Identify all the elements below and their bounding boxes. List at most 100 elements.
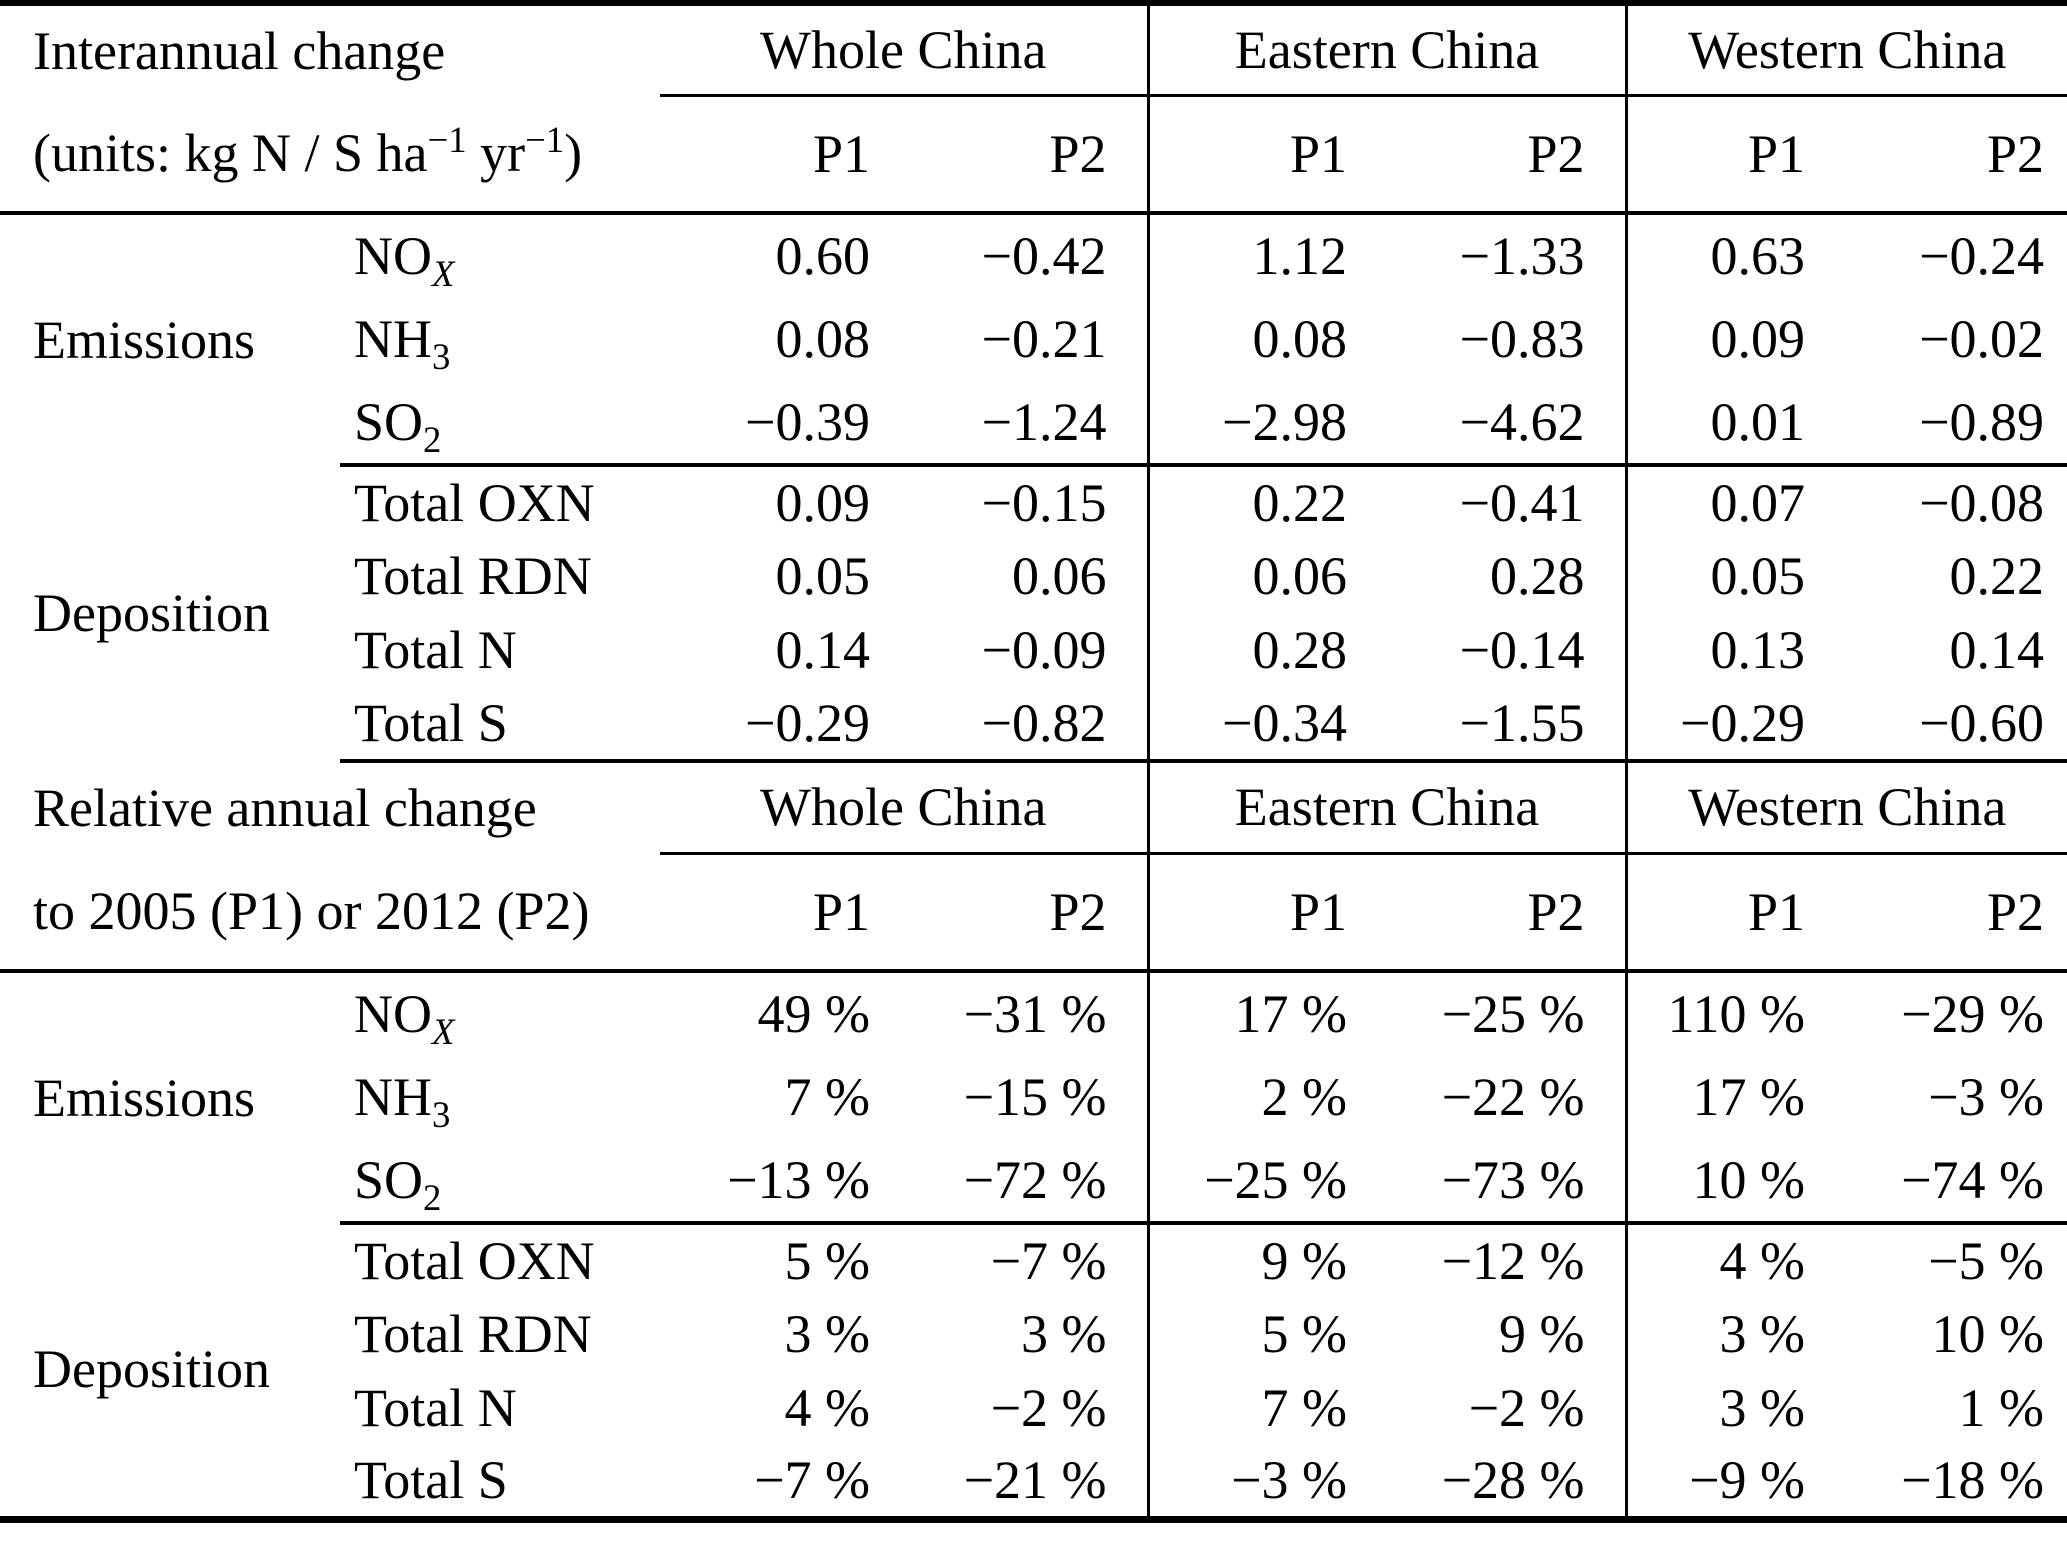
units-superscript: −1 xyxy=(525,119,565,160)
value-cell: 0.60 xyxy=(775,226,871,286)
value-cell: −31 % xyxy=(910,971,1150,1055)
species-subscript: X xyxy=(432,1010,455,1052)
table-row: SO2 −13 % −72 % −25 % −73 % 10 % −74 % xyxy=(0,1139,2067,1225)
species-label-total-oxn: Total OXN xyxy=(354,1231,595,1291)
species-label-total-oxn: Total OXN xyxy=(354,473,595,533)
col-header-p2: P2 xyxy=(1845,95,2067,215)
value-cell: 9 % xyxy=(1261,1231,1347,1291)
value-cell: −0.24 xyxy=(1919,226,2045,286)
value-cell: 0.07 xyxy=(1710,473,1806,533)
value-cell: −0.15 xyxy=(910,465,1150,539)
species-label-so2: SO2 xyxy=(340,1139,660,1225)
species-subscript: 2 xyxy=(423,418,442,460)
value-cell: −2 % xyxy=(910,1371,1150,1445)
value-cell: 0.09 xyxy=(1710,309,1806,369)
value-cell: 0.08 xyxy=(1252,309,1348,369)
col-group-western-china: Western China xyxy=(1626,3,2067,97)
value-cell: −3 % xyxy=(1231,1450,1347,1511)
value-cell: −22 % xyxy=(1387,1055,1628,1139)
value-cell: −25 % xyxy=(1148,1139,1387,1225)
value-cell: 0.06 xyxy=(910,539,1150,613)
units-superscript: −1 xyxy=(427,119,467,160)
table-row: Deposition Total OXN 5 % −7 % 9 % −12 % … xyxy=(0,1223,2067,1399)
col-group-whole-china: Whole China xyxy=(660,3,1150,97)
species-subscript: X xyxy=(432,252,455,294)
table-row: Interannual change Whole China Eastern C… xyxy=(0,3,2067,97)
value-cell: 17 % xyxy=(1692,1067,1806,1127)
species-base: SO xyxy=(354,392,424,452)
table-row: Emissions NOX 0.60 −0.42 1.12 −1.33 0.63… xyxy=(0,213,2067,370)
value-cell: −21 % xyxy=(910,1445,1150,1519)
units-text: (units: kg N / S ha xyxy=(33,123,428,183)
col-header-p2: P2 xyxy=(1387,853,1628,973)
value-cell: 1.12 xyxy=(1252,226,1348,286)
species-label-total-s: Total S xyxy=(340,687,660,763)
value-cell: −0.08 xyxy=(1919,473,2045,533)
value-cell: −28 % xyxy=(1387,1445,1628,1519)
value-cell: 0.09 xyxy=(775,473,871,533)
value-cell: −0.60 xyxy=(1845,687,2067,763)
value-cell: −0.42 xyxy=(910,213,1150,297)
species-label-nh3: NH3 xyxy=(340,1055,660,1139)
value-cell: 0.05 xyxy=(775,546,871,606)
value-cell: −5 % xyxy=(1928,1231,2045,1291)
value-cell: 3 % xyxy=(1719,1304,1806,1364)
value-cell: −0.14 xyxy=(1387,613,1628,687)
value-cell: 49 % xyxy=(757,984,870,1044)
col-header-p1: P1 xyxy=(1626,853,1846,973)
species-base: NO xyxy=(354,984,432,1044)
table-row: NH3 7 % −15 % 2 % −22 % 17 % −3 % xyxy=(0,1055,2067,1139)
table-row: Total RDN 0.05 0.06 0.06 0.28 0.05 0.22 xyxy=(0,539,2067,613)
species-subscript: 3 xyxy=(432,335,451,377)
table-row: Deposition Total OXN 0.09 −0.15 0.22 −0.… xyxy=(0,465,2067,643)
col-group-eastern-china: Eastern China xyxy=(1148,3,1628,97)
table-row: Emissions NOX 49 % −31 % 17 % −25 % 110 … xyxy=(0,971,2067,1128)
species-base: NO xyxy=(354,226,432,286)
value-cell: 0.22 xyxy=(1949,546,2045,606)
value-cell: −74 % xyxy=(1845,1139,2067,1225)
col-header-p2: P2 xyxy=(1845,853,2067,973)
value-cell: −29 % xyxy=(1901,984,2045,1044)
value-cell: 3 % xyxy=(784,1304,870,1364)
value-cell: −13 % xyxy=(660,1139,910,1225)
value-cell: −1.33 xyxy=(1387,213,1628,297)
value-cell: 0.14 xyxy=(775,620,871,680)
value-cell: 7 % xyxy=(784,1067,870,1127)
value-cell: −0.21 xyxy=(910,297,1150,381)
value-cell: 2 % xyxy=(1261,1067,1347,1127)
value-cell: −2 % xyxy=(1387,1371,1628,1445)
table-row: Total RDN 3 % 3 % 5 % 9 % 3 % 10 % xyxy=(0,1297,2067,1371)
col-header-p1: P1 xyxy=(1148,95,1387,215)
value-cell: −3 % xyxy=(1928,1067,2045,1127)
value-cell: 0.06 xyxy=(1252,546,1348,606)
value-cell: −73 % xyxy=(1387,1139,1628,1225)
value-cell: −1.55 xyxy=(1387,687,1628,763)
table-row: Total S −0.29 −0.82 −0.34 −1.55 −0.29 −0… xyxy=(0,687,2067,763)
value-cell: −9 % xyxy=(1689,1450,1806,1511)
row-group-emissions: Emissions xyxy=(33,310,256,370)
value-cell: 7 % xyxy=(1261,1378,1347,1438)
value-cell: 9 % xyxy=(1387,1297,1628,1371)
col-header-p2: P2 xyxy=(910,95,1150,215)
value-cell: 0.63 xyxy=(1710,226,1806,286)
value-cell: 0.08 xyxy=(775,309,871,369)
species-label-nh3: NH3 xyxy=(340,297,660,381)
value-cell: −18 % xyxy=(1901,1450,2045,1511)
value-cell: 0.14 xyxy=(1949,620,2045,680)
row-group-deposition: Deposition xyxy=(33,1339,270,1400)
value-cell: 17 % xyxy=(1234,984,1347,1044)
value-cell: −2.98 xyxy=(1148,381,1387,467)
data-table: Interannual change Whole China Eastern C… xyxy=(0,0,2067,1523)
value-cell: 10 % xyxy=(1626,1139,1846,1225)
species-label-total-rdn: Total RDN xyxy=(354,1304,592,1364)
species-subscript: 2 xyxy=(423,1176,442,1218)
species-label-nox: NOX xyxy=(340,971,660,1055)
value-cell: 0.01 xyxy=(1626,381,1846,467)
table-row: Total S −7 % −21 % −3 % −28 % −9 % −18 % xyxy=(0,1445,2067,1519)
row-group-deposition: Deposition xyxy=(33,583,270,643)
section1-title: Interannual change xyxy=(33,20,446,81)
value-cell: 3 % xyxy=(1719,1378,1806,1438)
species-label-total-rdn: Total RDN xyxy=(354,546,592,606)
value-cell: −0.41 xyxy=(1387,465,1628,539)
value-cell: −0.29 xyxy=(1626,687,1846,763)
